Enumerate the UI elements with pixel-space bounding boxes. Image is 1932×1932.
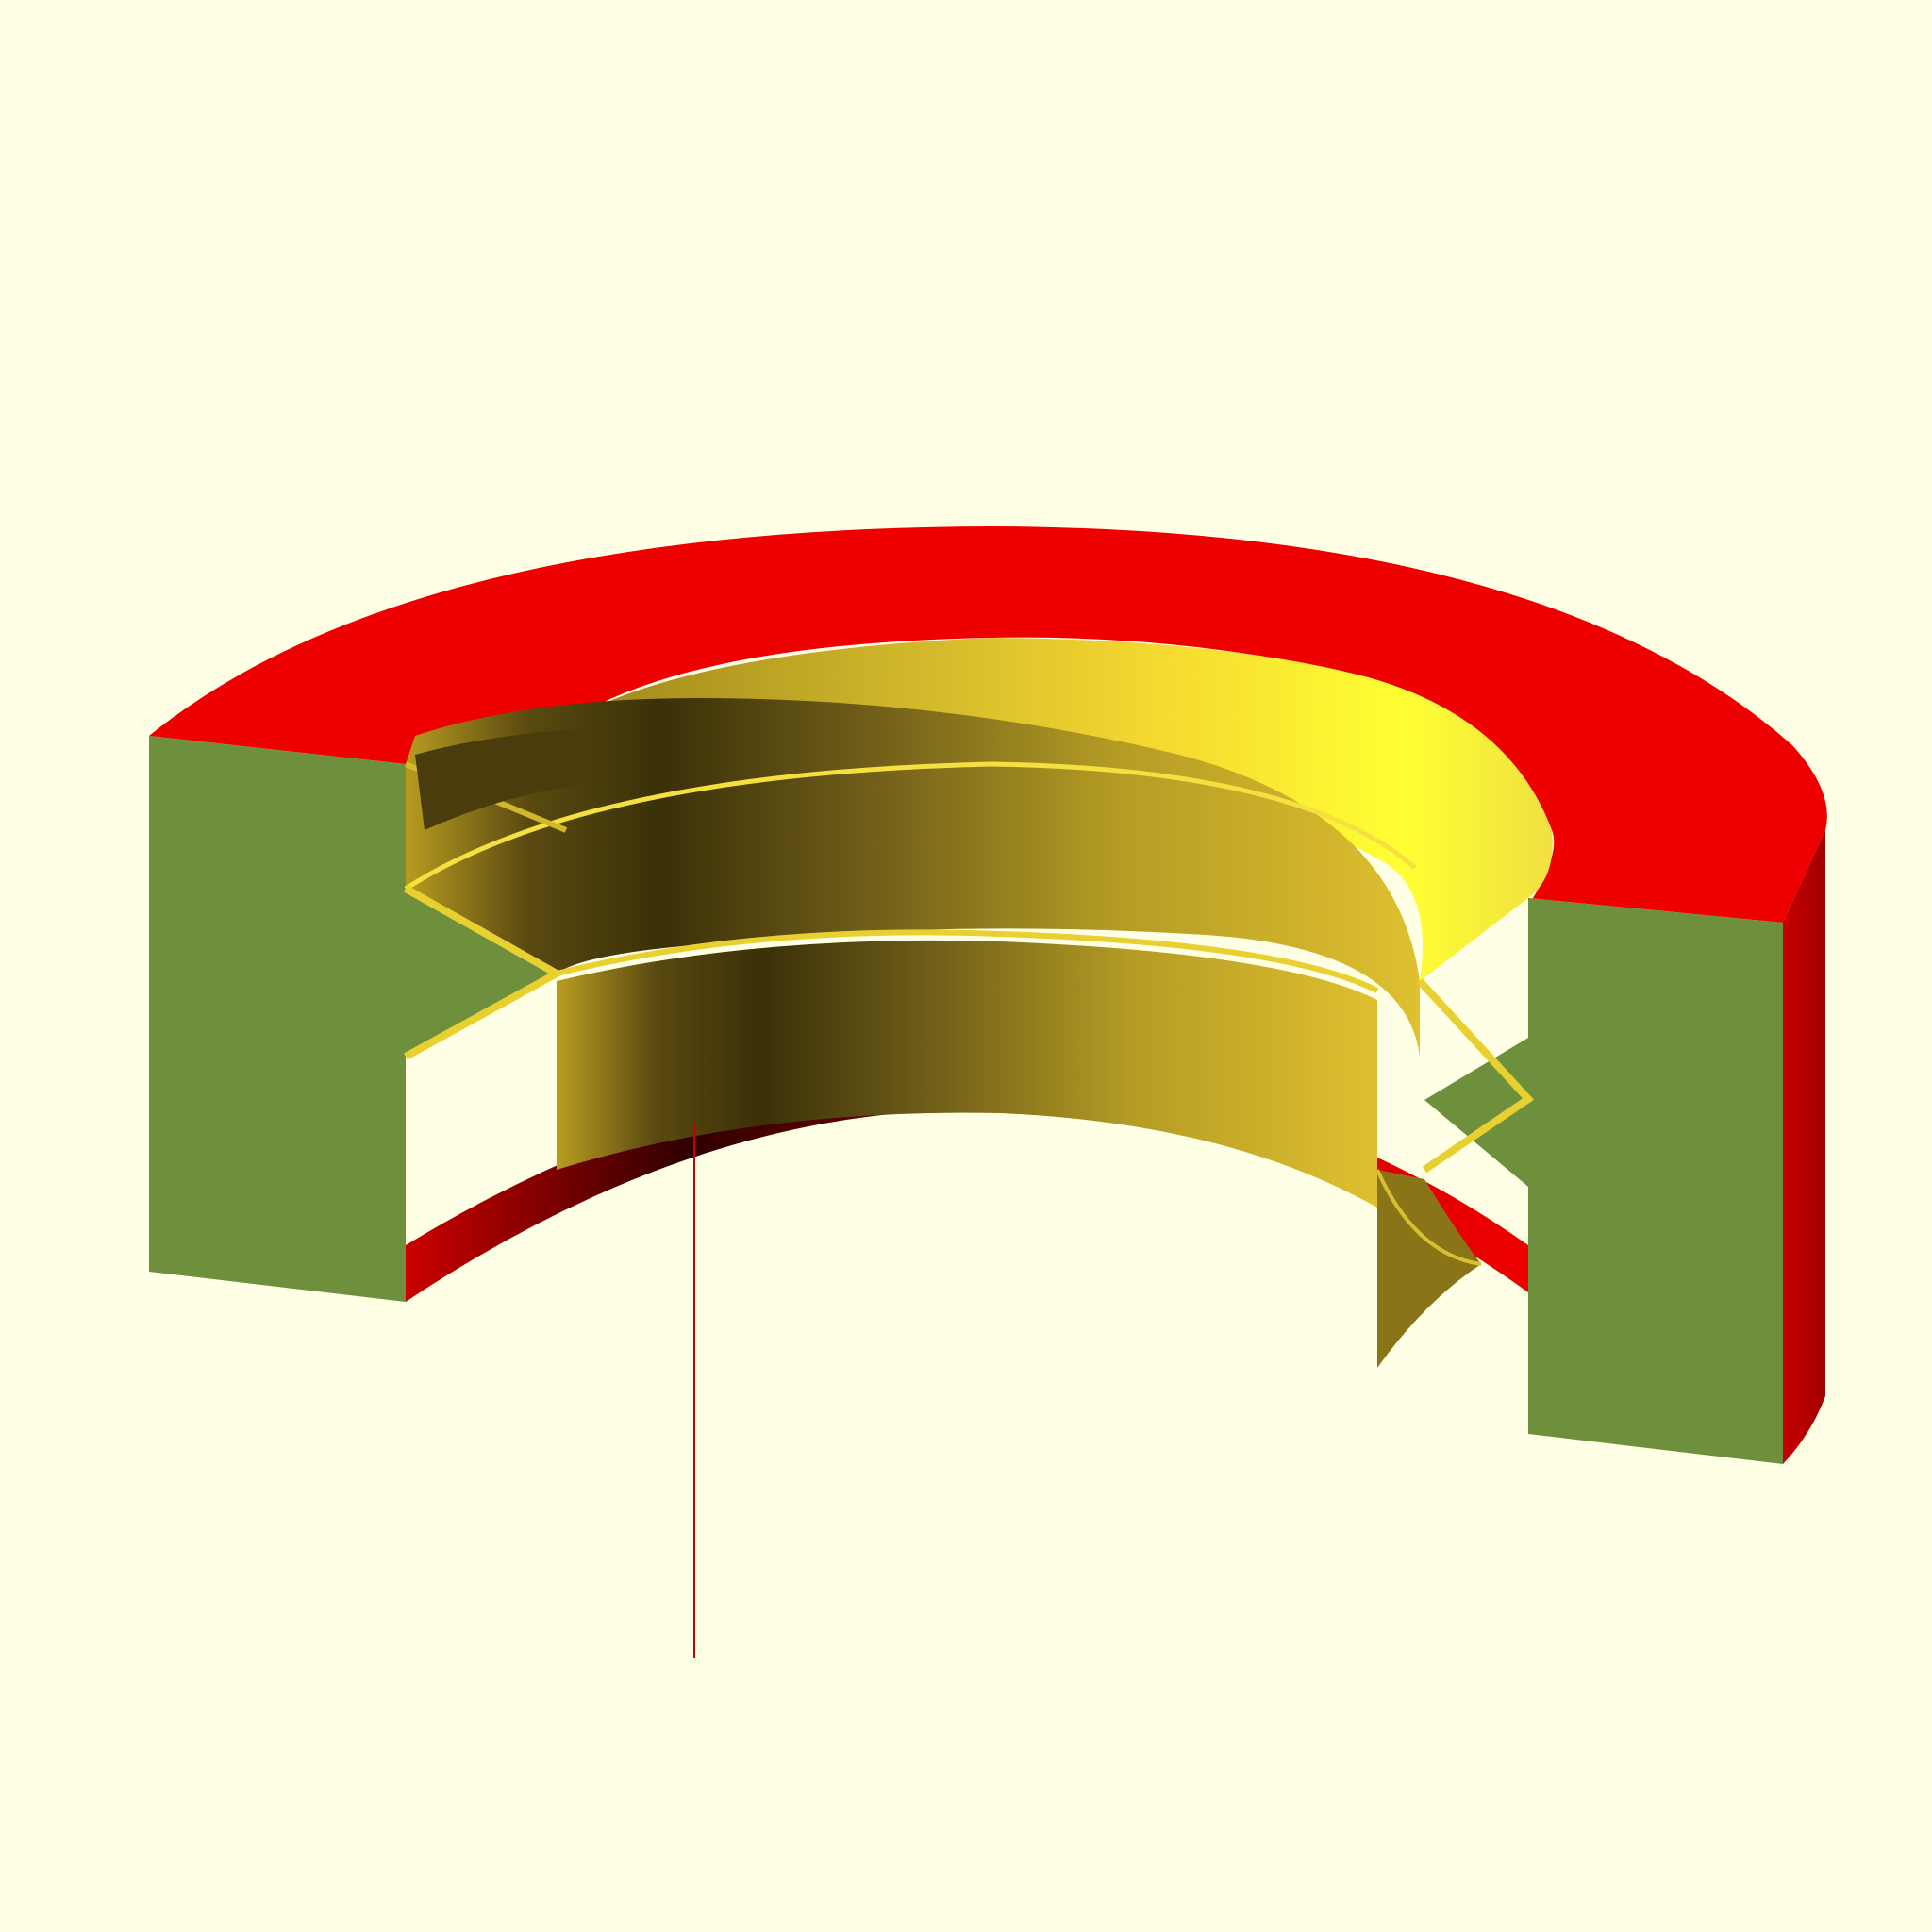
outer-housing-ring bbox=[149, 526, 1827, 923]
insert-thread-lower bbox=[557, 940, 1377, 1208]
threaded-insert bbox=[404, 638, 1553, 1368]
insert-wedge-left bbox=[415, 728, 594, 830]
insert-groove-1 bbox=[404, 761, 1417, 891]
insert-groove-2 bbox=[556, 929, 1379, 993]
insert-lower-cone bbox=[1377, 1170, 1481, 1368]
housing-cut-face-left bbox=[149, 736, 557, 1302]
insert-thread-upper bbox=[406, 698, 1420, 1057]
insert-tooth-left bbox=[404, 885, 565, 1060]
insert-lower-cone-edge bbox=[1375, 1169, 1482, 1266]
insert-tooth-right bbox=[1417, 978, 1535, 1174]
housing-cut-face-right bbox=[1424, 898, 1783, 1464]
housing-outer-side bbox=[1783, 830, 1825, 1464]
